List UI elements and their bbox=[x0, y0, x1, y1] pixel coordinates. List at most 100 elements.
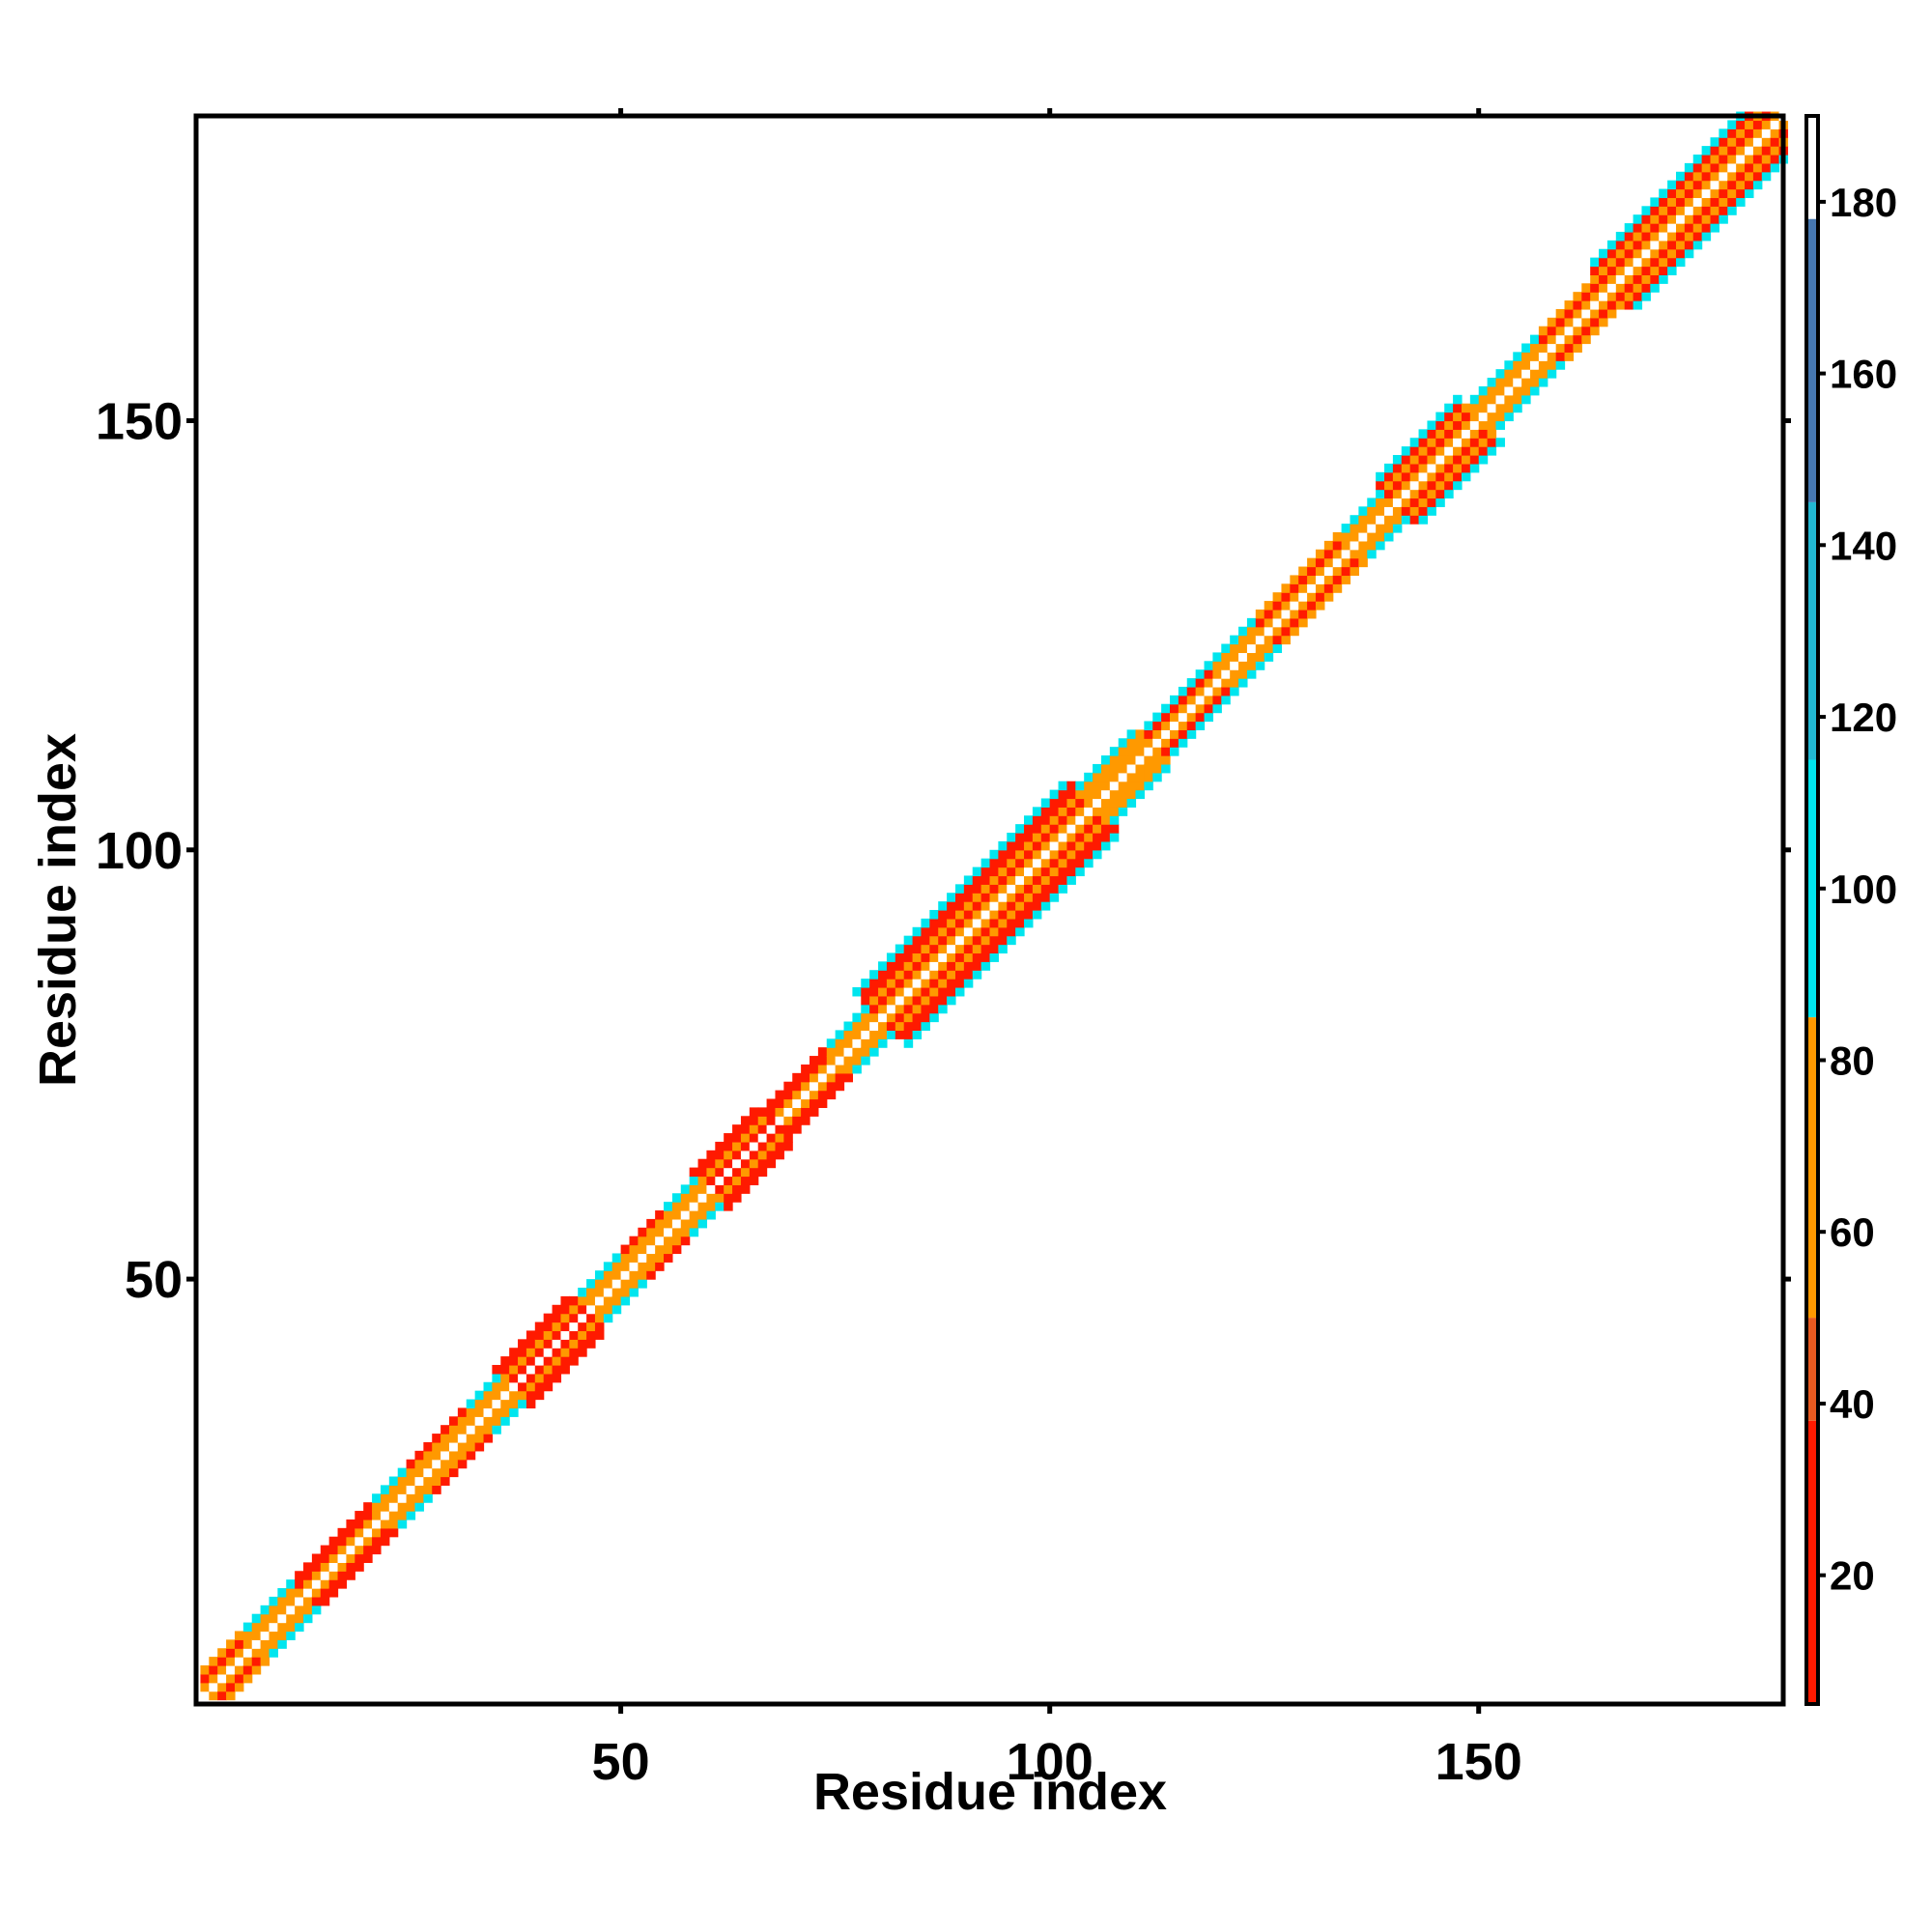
heatmap-cell bbox=[1633, 214, 1643, 224]
heatmap-cell bbox=[363, 1519, 373, 1529]
heatmap-cell bbox=[1161, 703, 1171, 714]
heatmap-cell bbox=[706, 1176, 716, 1185]
heatmap-cell bbox=[1710, 197, 1719, 207]
heatmap-cell bbox=[1701, 154, 1712, 164]
heatmap-cell bbox=[1633, 300, 1643, 310]
heatmap-cell bbox=[226, 1682, 236, 1692]
heatmap-cell bbox=[1100, 755, 1111, 765]
heatmap-cell bbox=[611, 1270, 622, 1280]
heatmap-cell bbox=[801, 1081, 810, 1092]
heatmap-cell bbox=[355, 1527, 364, 1538]
heatmap-cell bbox=[1444, 471, 1454, 482]
heatmap-cell bbox=[569, 1339, 579, 1349]
heatmap-cell bbox=[1323, 592, 1334, 602]
heatmap-cell bbox=[526, 1356, 536, 1366]
heatmap-cell bbox=[1555, 326, 1566, 336]
heatmap-cell bbox=[543, 1356, 554, 1366]
heatmap-cell bbox=[1727, 171, 1737, 182]
heatmap-cell bbox=[929, 918, 939, 928]
heatmap-cell bbox=[1418, 497, 1429, 507]
heatmap-cell bbox=[1152, 772, 1162, 782]
heatmap-cell bbox=[963, 935, 974, 946]
x-tick-label: 100 bbox=[1007, 1733, 1094, 1791]
heatmap-cell bbox=[1084, 840, 1094, 851]
heatmap-cell bbox=[980, 901, 991, 911]
heatmap-cell bbox=[1487, 438, 1497, 447]
heatmap-cell bbox=[328, 1571, 339, 1580]
heatmap-cell bbox=[1659, 188, 1668, 199]
heatmap-cell bbox=[1684, 206, 1694, 215]
heatmap-cell bbox=[766, 1141, 777, 1151]
heatmap-cell bbox=[749, 1176, 759, 1185]
heatmap-cell bbox=[492, 1373, 501, 1383]
y-tick-label: 100 bbox=[96, 822, 183, 880]
heatmap-cell bbox=[1504, 403, 1514, 413]
heatmap-cell bbox=[895, 1021, 905, 1032]
heatmap-cell bbox=[1049, 807, 1060, 816]
heatmap-cell bbox=[594, 1279, 605, 1289]
heatmap-cell bbox=[586, 1330, 596, 1340]
heatmap-cell bbox=[1392, 506, 1403, 516]
heatmap-cell bbox=[1358, 524, 1368, 533]
heatmap-cell bbox=[286, 1596, 296, 1606]
heatmap-cell bbox=[697, 1184, 708, 1194]
heatmap-cell bbox=[594, 1313, 605, 1323]
heatmap-cell bbox=[671, 1244, 682, 1255]
heatmap-cell bbox=[1230, 686, 1239, 696]
heatmap-cell bbox=[655, 1218, 665, 1229]
heatmap-cell bbox=[466, 1450, 476, 1461]
heatmap-cell bbox=[242, 1673, 253, 1684]
heatmap-cell bbox=[680, 1218, 691, 1229]
heatmap-cell bbox=[810, 1072, 819, 1083]
heatmap-cell bbox=[337, 1545, 348, 1555]
heatmap-cell bbox=[1667, 248, 1677, 259]
heatmap-cell bbox=[1049, 893, 1060, 902]
heatmap-cell bbox=[1675, 223, 1686, 233]
heatmap-cell bbox=[578, 1295, 587, 1306]
heatmap-cell bbox=[852, 1012, 862, 1023]
heatmap-cell bbox=[689, 1193, 699, 1203]
heatmap-cell bbox=[1409, 463, 1420, 473]
heatmap-cell bbox=[947, 901, 956, 911]
heatmap-cell bbox=[1692, 154, 1703, 164]
heatmap-cell bbox=[886, 1021, 896, 1032]
heatmap-cell bbox=[895, 952, 905, 962]
x-tick-label: 150 bbox=[1435, 1733, 1522, 1791]
heatmap-cell bbox=[1007, 849, 1016, 860]
heatmap-cell bbox=[869, 1047, 879, 1057]
heatmap-cell bbox=[363, 1527, 373, 1538]
heatmap-cell bbox=[328, 1579, 339, 1589]
heatmap-cell bbox=[1281, 592, 1291, 602]
heatmap-cell bbox=[526, 1390, 536, 1401]
heatmap-cell bbox=[852, 1021, 862, 1032]
heatmap-cell bbox=[895, 979, 905, 988]
heatmap-cell bbox=[1633, 283, 1643, 293]
heatmap-cell bbox=[1290, 601, 1299, 611]
x-axis-title: Residue index bbox=[813, 1763, 1167, 1821]
heatmap-cell bbox=[664, 1253, 673, 1263]
heatmap-cell bbox=[1144, 747, 1153, 756]
heatmap-cell bbox=[337, 1562, 348, 1572]
heatmap-cell bbox=[526, 1364, 536, 1375]
heatmap-cell bbox=[320, 1562, 330, 1572]
colorbar-tick-label: 180 bbox=[1830, 180, 1897, 225]
heatmap-cell bbox=[569, 1304, 579, 1315]
heatmap-cell bbox=[1633, 274, 1643, 284]
heatmap-cell bbox=[1100, 815, 1111, 825]
heatmap-cell bbox=[1495, 378, 1505, 387]
heatmap-cell bbox=[929, 1004, 939, 1014]
heatmap-cell bbox=[715, 1158, 724, 1169]
heatmap-cell bbox=[1066, 867, 1076, 877]
heatmap-cell bbox=[1358, 557, 1368, 568]
heatmap-cell bbox=[303, 1562, 313, 1572]
heatmap-cell bbox=[1093, 763, 1102, 774]
heatmap-cell bbox=[1495, 412, 1505, 422]
heatmap-cell bbox=[1135, 763, 1145, 774]
heatmap-cell bbox=[938, 952, 948, 962]
heatmap-cell bbox=[286, 1622, 296, 1633]
heatmap-cell bbox=[646, 1236, 656, 1246]
heatmap-cell bbox=[569, 1295, 579, 1306]
heatmap-cell bbox=[1290, 617, 1299, 628]
heatmap-cell bbox=[1547, 343, 1557, 353]
heatmap-cell bbox=[1641, 214, 1651, 224]
